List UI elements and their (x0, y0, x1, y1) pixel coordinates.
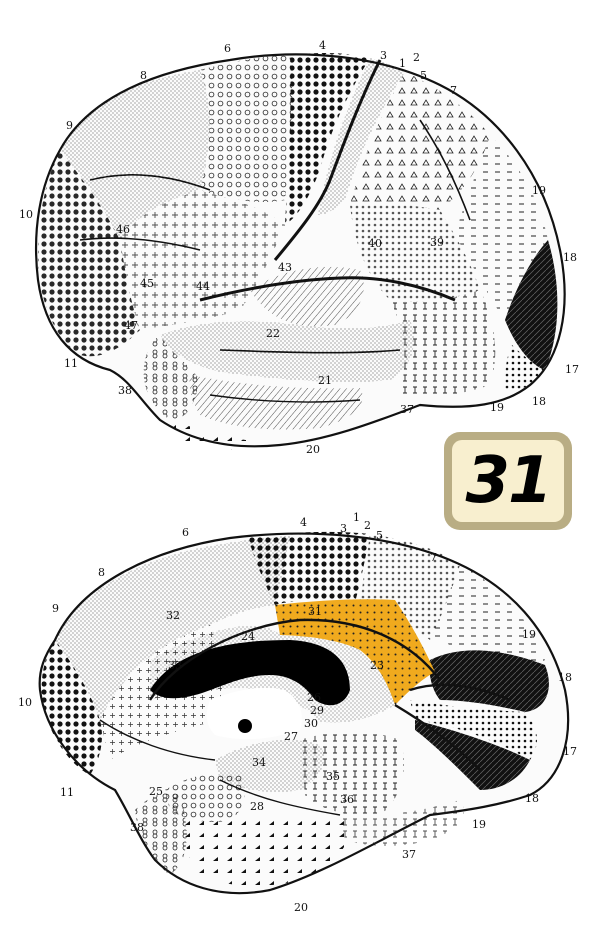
lateral-label-11: 11 (64, 357, 78, 370)
medial-label-18b: 18 (525, 792, 539, 805)
medial-label-32: 32 (166, 609, 180, 622)
medial-label-26: 26 (307, 691, 321, 704)
area-number-badge: 31 (444, 432, 572, 530)
lateral-label-44: 44 (196, 280, 210, 293)
medial-label-3: 3 (340, 522, 347, 535)
lateral-label-19b: 19 (490, 401, 504, 414)
medial-label-11: 11 (60, 786, 74, 799)
medial-label-34: 34 (252, 756, 266, 769)
medial-label-4: 4 (300, 516, 307, 529)
lateral-label-47: 47 (124, 319, 138, 332)
lateral-label-5: 5 (420, 69, 427, 82)
medial-label-24: 24 (241, 630, 255, 643)
medial-label-35: 35 (326, 770, 340, 783)
corpus-callosum (150, 640, 350, 706)
medial-label-20: 20 (294, 901, 308, 914)
medial-label-28: 28 (250, 800, 264, 813)
medial-label-2: 2 (364, 519, 371, 532)
medial-label-23: 23 (370, 659, 384, 672)
lateral-brain-view (34, 53, 566, 450)
medial-label-19a: 19 (522, 628, 536, 641)
medial-label-9: 9 (52, 602, 59, 615)
medial-label-8: 8 (98, 566, 105, 579)
lateral-label-20: 20 (306, 443, 320, 456)
lateral-label-4: 4 (319, 39, 326, 52)
medial-label-36: 36 (340, 793, 354, 806)
medial-label-27: 27 (284, 730, 298, 743)
lateral-label-10: 10 (19, 208, 33, 221)
lateral-label-40: 40 (368, 237, 382, 250)
lateral-label-1: 1 (399, 57, 406, 70)
lateral-label-6: 6 (224, 42, 231, 55)
medial-label-1: 1 (353, 511, 360, 524)
lateral-label-2: 2 (413, 51, 420, 64)
medial-label-6: 6 (182, 526, 189, 539)
medial-label-19b: 19 (472, 818, 486, 831)
lateral-label-21: 21 (318, 374, 332, 387)
lateral-label-45: 45 (140, 277, 154, 290)
lateral-label-18a: 18 (563, 251, 577, 264)
lateral-label-46: 46 (116, 223, 130, 236)
medial-label-25: 25 (149, 785, 163, 798)
medial-label-5: 5 (376, 529, 383, 542)
lateral-label-37: 37 (400, 403, 414, 416)
medial-label-7: 7 (430, 551, 437, 564)
medial-label-37: 37 (402, 848, 416, 861)
area-31-highlight (275, 599, 435, 705)
medial-label-10: 10 (18, 696, 32, 709)
lateral-label-22: 22 (266, 327, 280, 340)
lateral-label-19a: 19 (532, 184, 546, 197)
medial-label-33: 33 (168, 659, 182, 672)
medial-label-17: 17 (563, 745, 577, 758)
medial-label-31: 31 (308, 605, 322, 618)
area-number: 31 (465, 444, 552, 518)
lateral-label-7: 7 (450, 84, 457, 97)
medial-label-38: 38 (130, 821, 144, 834)
medial-brain-view (38, 531, 570, 895)
medial-label-29: 29 (310, 704, 324, 717)
lateral-label-38: 38 (118, 384, 132, 397)
lateral-label-8: 8 (140, 69, 147, 82)
badge-inner: 31 (452, 440, 564, 522)
lateral-label-9: 9 (66, 119, 73, 132)
lateral-label-3: 3 (380, 49, 387, 62)
lateral-label-39: 39 (430, 236, 444, 249)
lateral-label-17: 17 (565, 363, 579, 376)
lateral-label-18b: 18 (532, 395, 546, 408)
medial-label-30: 30 (304, 717, 318, 730)
medial-label-18a: 18 (558, 671, 572, 684)
lateral-label-43: 43 (278, 261, 292, 274)
